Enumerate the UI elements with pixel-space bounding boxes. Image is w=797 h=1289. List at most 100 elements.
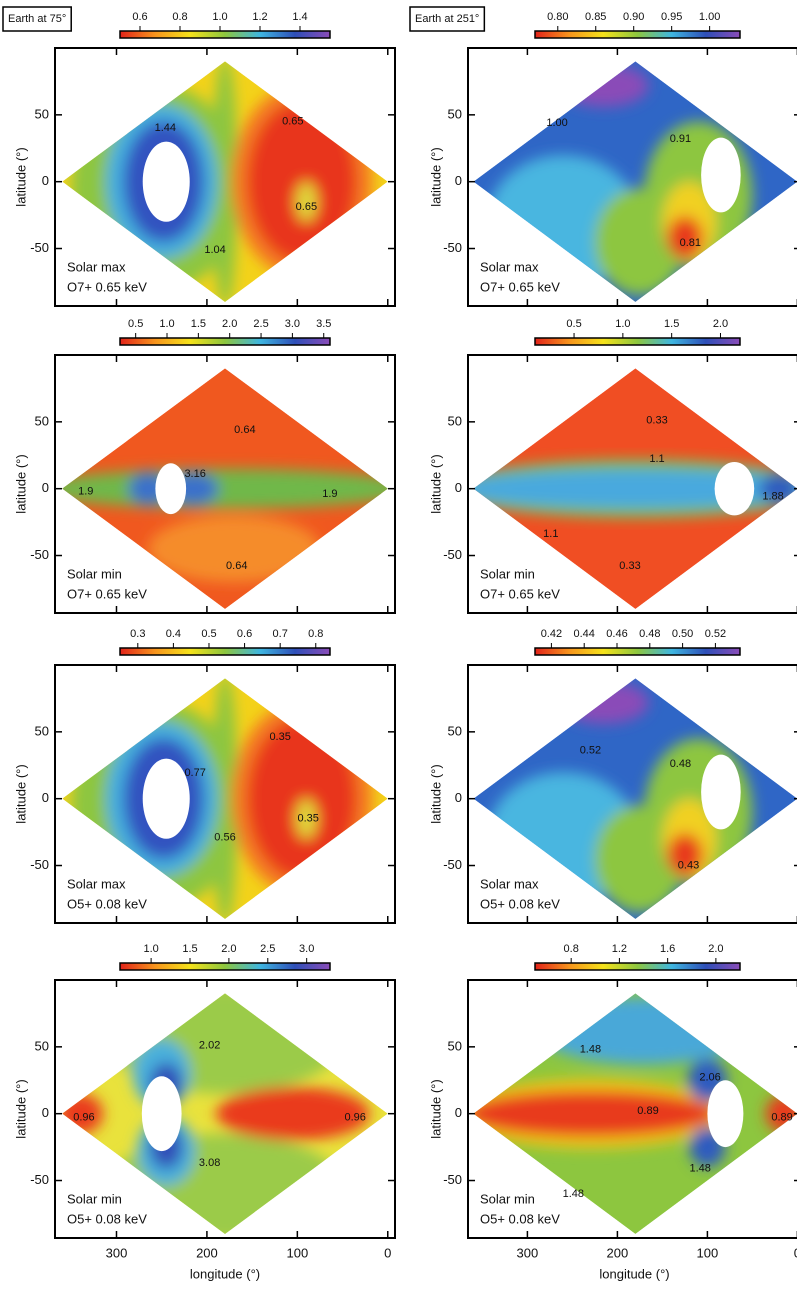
- colorbar-tick-label: 3.5: [316, 318, 331, 330]
- colorbar-tick-label: 2.5: [260, 943, 275, 955]
- colorbar-tick-label: 0.5: [566, 318, 581, 330]
- y-tick-label: 50: [35, 1038, 49, 1053]
- colorbar-tick-label: 1.00: [699, 11, 720, 23]
- field-patch: [295, 181, 318, 222]
- annotation: O7+ 0.65 keV: [67, 279, 147, 294]
- field-patch: [666, 216, 703, 260]
- colorbar: [534, 962, 741, 971]
- colorbar-tick-label: 1.6: [660, 943, 675, 955]
- colorbar-tick-label: 2.0: [708, 943, 723, 955]
- x-tick-label: 100: [286, 1245, 308, 1260]
- contour-label: 0.89: [637, 1105, 658, 1117]
- contour-label: 1.9: [322, 488, 337, 500]
- field-patch: [558, 64, 649, 107]
- title-box: [2, 6, 72, 32]
- plot-frame: [467, 354, 797, 614]
- excluded-region: [707, 1080, 744, 1148]
- colorbar-tick-label: 2.0: [713, 318, 728, 330]
- field-patch: [215, 1086, 370, 1141]
- y-tick-label: 0: [42, 790, 49, 805]
- annotation: Solar min: [480, 566, 535, 581]
- contour-label: 0.65: [282, 115, 303, 127]
- annotation: O7+ 0.65 keV: [480, 279, 560, 294]
- contour-label: 1.1: [543, 528, 558, 540]
- colorbar-tick-label: 0.3: [130, 628, 145, 640]
- annotation: O5+ 0.08 keV: [67, 1211, 147, 1226]
- x-axis-label: longitude (°): [190, 1266, 260, 1281]
- colorbar-tick-label: 2.5: [253, 318, 268, 330]
- contour-label: 1.48: [580, 1043, 601, 1055]
- plot-frame: [54, 979, 396, 1239]
- contour-label: 0.89: [771, 1112, 792, 1124]
- y-tick-label: -50: [30, 547, 49, 562]
- colorbar-tick-label: 2.0: [221, 943, 236, 955]
- colorbar-tick-label: 0.5: [201, 628, 216, 640]
- field-shape: [62, 368, 388, 609]
- y-tick-label: 50: [448, 106, 462, 121]
- colorbar: [119, 337, 331, 346]
- contour-label: 0.81: [680, 237, 701, 249]
- contour-label: 0.77: [184, 767, 205, 779]
- colorbar-tick-label: 0.44: [573, 628, 594, 640]
- annotation: Solar max: [480, 876, 539, 891]
- plot-frame: [54, 354, 396, 614]
- field-patch: [62, 468, 388, 509]
- colorbar-tick-label: 0.50: [672, 628, 693, 640]
- y-tick-label: 50: [35, 106, 49, 121]
- contour-label: 3.16: [184, 468, 205, 480]
- contour-label: 0.52: [580, 744, 601, 756]
- excluded-region: [142, 141, 190, 222]
- contour-label: 1.88: [762, 491, 783, 503]
- x-tick-label: 100: [697, 1245, 719, 1260]
- contour-label: 0.65: [296, 201, 317, 213]
- annotation: O7+ 0.65 keV: [67, 586, 147, 601]
- contour-label: 1.48: [689, 1162, 710, 1174]
- annotation: Solar min: [67, 566, 122, 581]
- annotation: Solar min: [67, 1191, 122, 1206]
- y-tick-label: 0: [42, 480, 49, 495]
- contour-label: 1.48: [563, 1188, 584, 1200]
- field-patch: [536, 997, 753, 1065]
- contour-label: 1.00: [546, 117, 567, 129]
- annotation: O7+ 0.65 keV: [480, 586, 560, 601]
- contour-label: 0.33: [619, 560, 640, 572]
- y-tick-label: -50: [30, 240, 49, 255]
- colorbar-tick-label: 1.0: [143, 943, 158, 955]
- colorbar-tick-label: 3.0: [285, 318, 300, 330]
- contour-label: 0.35: [297, 813, 318, 825]
- panel-title: Earth at 251°: [415, 13, 479, 25]
- field-patch: [473, 1090, 717, 1137]
- colorbar-tick-label: 1.5: [191, 318, 206, 330]
- contour-label: 2.02: [199, 1039, 220, 1051]
- colorbar-tick-label: 3.0: [299, 943, 314, 955]
- map-panel: 0.52 0.48 0.43 Solar max O5+ 0.08 keV 50 0 -50 l…: [428, 628, 797, 924]
- field-patch: [558, 681, 649, 724]
- contour-label: 3.08: [199, 1157, 220, 1169]
- field: 0.33 1.1 1.1 1.88 0.33: [473, 368, 797, 609]
- map-panel: 1.00 0.91 0.81 Solar max O7+ 0.65 keV 50 0 -50 l…: [409, 6, 797, 307]
- colorbar-tick-label: 1.4: [292, 11, 307, 23]
- colorbar-tick-label: 0.90: [623, 11, 644, 23]
- y-tick-label: 0: [455, 1105, 462, 1120]
- colorbar-tick-label: 1.5: [182, 943, 197, 955]
- field-shape: [473, 61, 797, 302]
- y-tick-label: 50: [35, 413, 49, 428]
- y-tick-label: 0: [455, 790, 462, 805]
- excluded-region: [701, 754, 741, 830]
- contour-label: 1.9: [78, 485, 93, 497]
- colorbar: [534, 647, 741, 656]
- y-tick-label: -50: [443, 1172, 462, 1187]
- colorbar: [119, 647, 331, 656]
- x-tick-label: 300: [517, 1245, 539, 1260]
- contour-label: 0.96: [345, 1112, 366, 1124]
- x-tick-label: 200: [607, 1245, 629, 1260]
- annotation: Solar max: [67, 259, 126, 274]
- colorbar-tick-label: 0.95: [661, 11, 682, 23]
- colorbar-tick-label: 0.46: [606, 628, 627, 640]
- y-axis-label: latitude (°): [428, 1079, 443, 1138]
- y-tick-label: -50: [30, 857, 49, 872]
- y-axis-label: latitude (°): [13, 764, 28, 823]
- colorbar-tick-label: 0.42: [541, 628, 562, 640]
- annotation: Solar min: [480, 1191, 535, 1206]
